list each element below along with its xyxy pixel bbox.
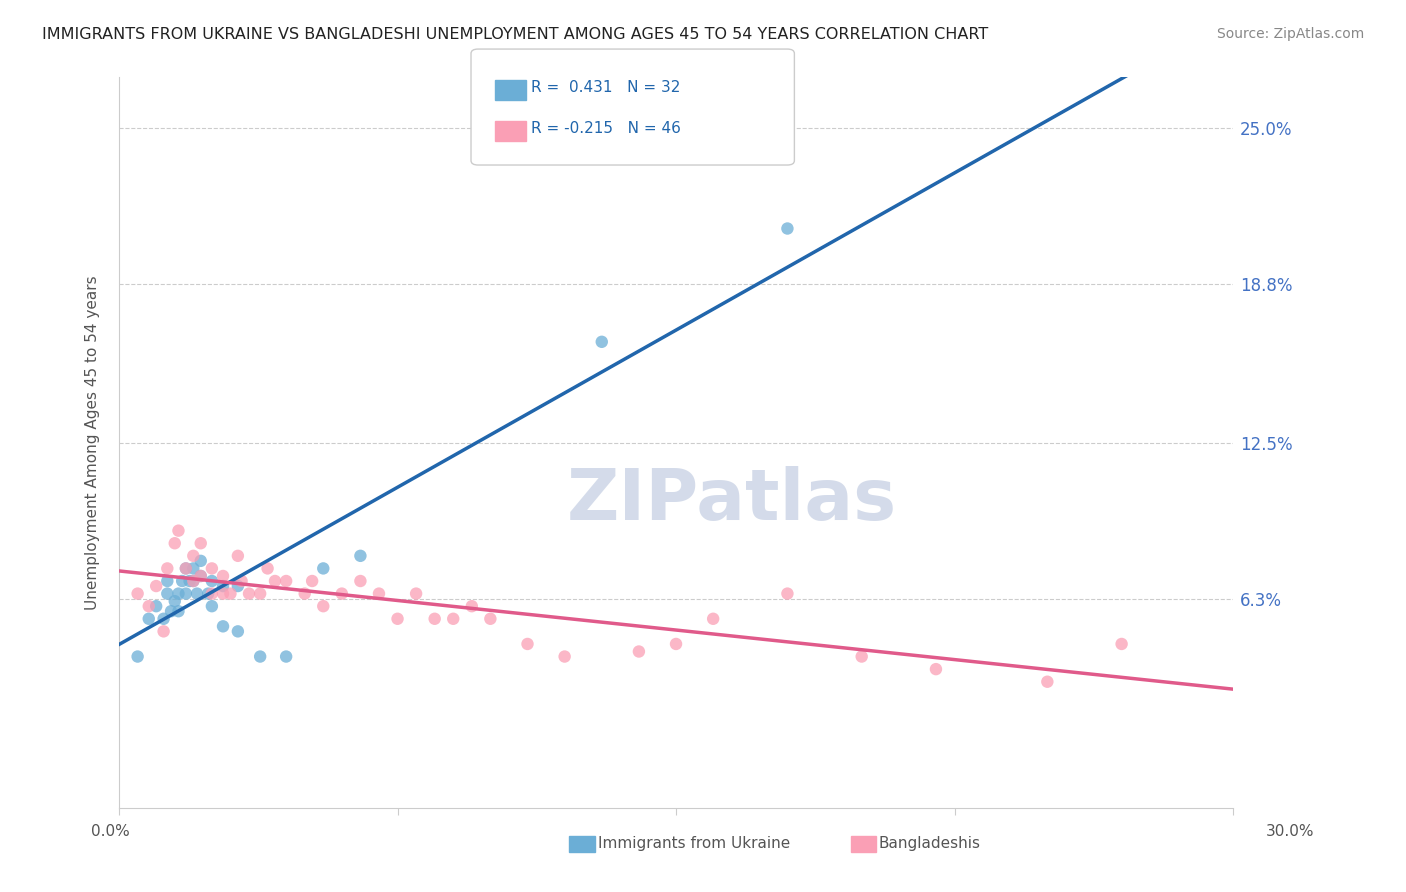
- Text: Bangladeshis: Bangladeshis: [879, 837, 981, 851]
- Point: [516, 637, 538, 651]
- Point: [330, 586, 353, 600]
- Point: [776, 586, 799, 600]
- Point: [249, 586, 271, 600]
- Point: [174, 586, 197, 600]
- Point: [554, 649, 576, 664]
- Point: [127, 586, 149, 600]
- Point: [1111, 637, 1133, 651]
- Point: [238, 586, 260, 600]
- Point: [212, 619, 235, 633]
- Point: [156, 574, 179, 588]
- Text: Immigrants from Ukraine: Immigrants from Ukraine: [598, 837, 790, 851]
- Point: [591, 334, 613, 349]
- Point: [145, 599, 167, 614]
- Point: [349, 549, 371, 563]
- Text: 0.0%: 0.0%: [91, 824, 131, 838]
- Point: [212, 579, 235, 593]
- Point: [226, 579, 249, 593]
- Point: [156, 586, 179, 600]
- Text: IMMIGRANTS FROM UKRAINE VS BANGLADESHI UNEMPLOYMENT AMONG AGES 45 TO 54 YEARS CO: IMMIGRANTS FROM UKRAINE VS BANGLADESHI U…: [42, 27, 988, 42]
- Text: 30.0%: 30.0%: [1267, 824, 1315, 838]
- Point: [197, 586, 219, 600]
- Point: [138, 612, 160, 626]
- Text: R =  0.431   N = 32: R = 0.431 N = 32: [531, 80, 681, 95]
- Point: [190, 569, 212, 583]
- Point: [201, 599, 224, 614]
- Point: [925, 662, 948, 676]
- Point: [312, 561, 335, 575]
- Point: [201, 586, 224, 600]
- Point: [181, 549, 204, 563]
- Point: [423, 612, 446, 626]
- Point: [627, 644, 650, 658]
- Point: [152, 624, 174, 639]
- Text: R = -0.215   N = 46: R = -0.215 N = 46: [531, 121, 682, 136]
- Point: [312, 599, 335, 614]
- Point: [181, 574, 204, 588]
- Point: [276, 649, 298, 664]
- Point: [167, 524, 190, 538]
- Point: [190, 536, 212, 550]
- Point: [851, 649, 873, 664]
- Point: [167, 604, 190, 618]
- Point: [387, 612, 409, 626]
- Point: [174, 561, 197, 575]
- Point: [186, 586, 208, 600]
- Point: [226, 624, 249, 639]
- Point: [127, 649, 149, 664]
- Point: [231, 574, 253, 588]
- Point: [776, 221, 799, 235]
- Point: [181, 574, 204, 588]
- Point: [249, 649, 271, 664]
- Point: [219, 586, 242, 600]
- Point: [181, 561, 204, 575]
- Point: [190, 554, 212, 568]
- Point: [276, 574, 298, 588]
- Point: [441, 612, 464, 626]
- Point: [163, 536, 186, 550]
- Point: [201, 574, 224, 588]
- Text: ZIPatlas: ZIPatlas: [567, 467, 897, 535]
- Point: [156, 561, 179, 575]
- Point: [145, 579, 167, 593]
- Point: [174, 561, 197, 575]
- Point: [349, 574, 371, 588]
- Point: [163, 594, 186, 608]
- Point: [212, 586, 235, 600]
- Point: [301, 574, 323, 588]
- Point: [167, 586, 190, 600]
- Point: [226, 549, 249, 563]
- Point: [405, 586, 427, 600]
- Point: [256, 561, 278, 575]
- Point: [160, 604, 183, 618]
- Point: [152, 612, 174, 626]
- Point: [461, 599, 484, 614]
- Point: [201, 561, 224, 575]
- Point: [138, 599, 160, 614]
- Text: Source: ZipAtlas.com: Source: ZipAtlas.com: [1216, 27, 1364, 41]
- Point: [294, 586, 316, 600]
- Point: [264, 574, 287, 588]
- Point: [368, 586, 391, 600]
- Point: [665, 637, 688, 651]
- Y-axis label: Unemployment Among Ages 45 to 54 years: Unemployment Among Ages 45 to 54 years: [86, 276, 100, 610]
- Point: [212, 569, 235, 583]
- Point: [179, 574, 201, 588]
- Point: [702, 612, 724, 626]
- Point: [172, 574, 194, 588]
- Point: [1036, 674, 1059, 689]
- Point: [190, 569, 212, 583]
- Point: [479, 612, 502, 626]
